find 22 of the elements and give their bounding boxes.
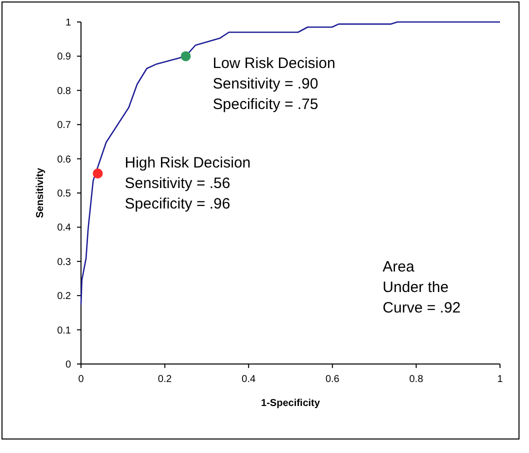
y-tick-label: 0.7 — [57, 120, 72, 132]
y-axis-title: Sensitivity — [35, 168, 46, 218]
y-tick-label: 0.2 — [57, 291, 72, 302]
y-tick-label: 0 — [65, 360, 72, 370]
y-tick-label: 0.8 — [57, 86, 72, 97]
x-tick-label: 1 — [497, 374, 504, 385]
annotation: Low Risk Decision Sensitivity = .90 Specificity = .75 — [212, 55, 336, 114]
y-tick-label: 0.9 — [57, 52, 72, 63]
y-tick-label: 0.5 — [57, 188, 72, 200]
x-axis-title: 1-Specificity — [261, 398, 320, 409]
annotation: Area Under the Curve = .92 — [382, 258, 461, 317]
y-tick-label: 0.3 — [57, 256, 72, 268]
x-tick-label: 0.4 — [242, 374, 256, 385]
y-tick-label: 0.6 — [57, 154, 72, 166]
x-tick-label: 0.2 — [158, 374, 172, 385]
annotation: High Risk Decision Sensitivity = .56 Specificity = .96 — [124, 154, 251, 213]
y-tick-label: 0.4 — [57, 222, 72, 234]
y-tick-label: 0.1 — [57, 325, 72, 336]
x-tick-label: 0 — [78, 374, 84, 385]
x-tick-label: 0.8 — [409, 374, 424, 385]
y-tick-label: 1 — [65, 18, 72, 28]
x-tick-label: 0.6 — [325, 374, 340, 385]
